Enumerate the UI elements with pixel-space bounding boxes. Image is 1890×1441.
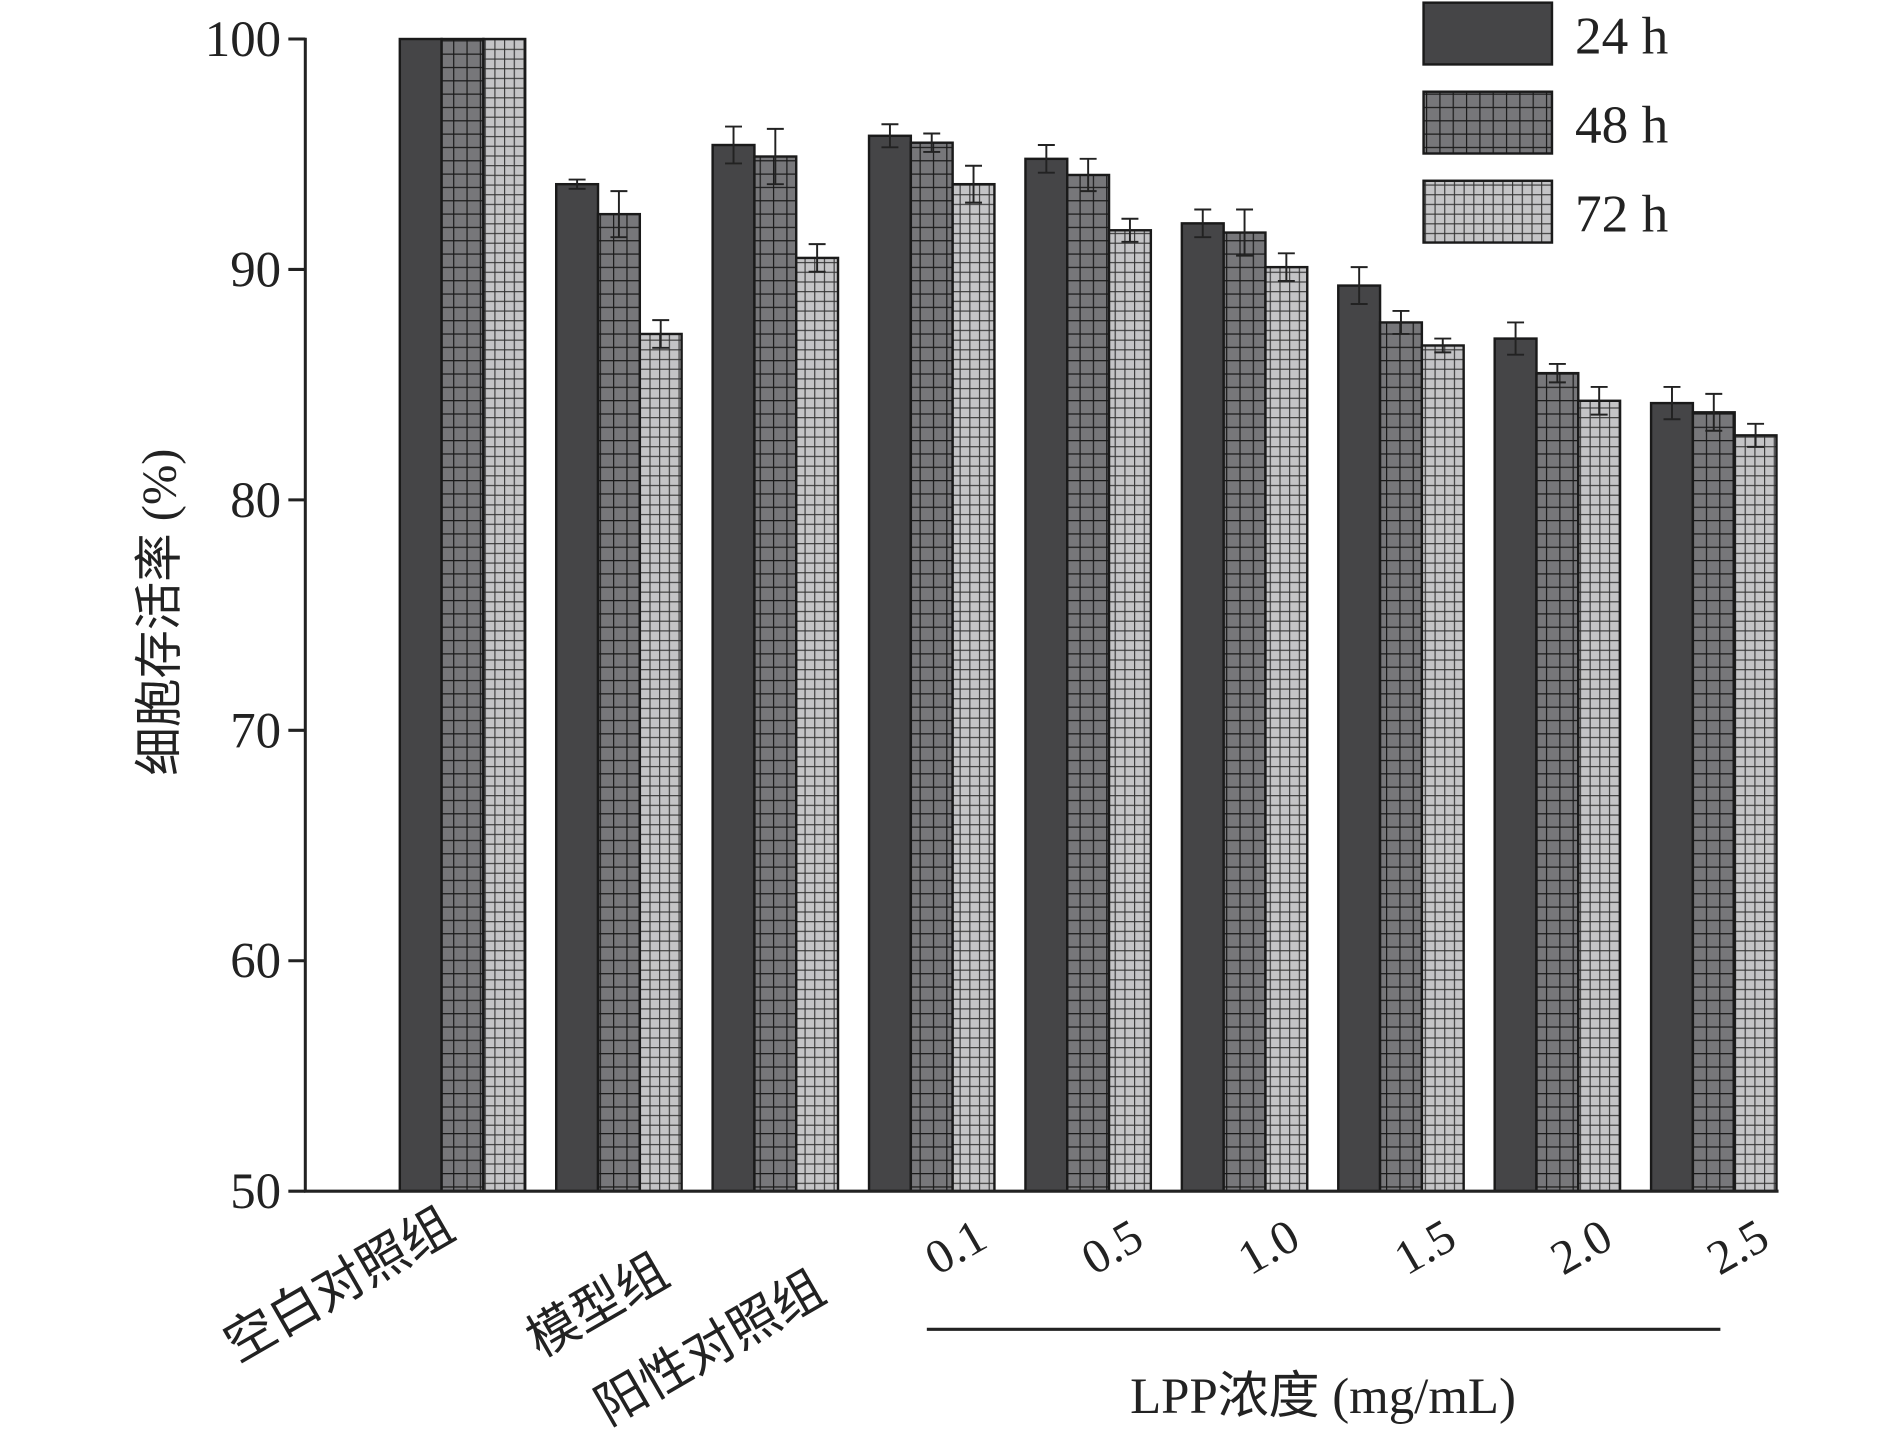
bar-24h-0 xyxy=(398,37,443,1193)
bar-72h-1 xyxy=(638,332,683,1193)
error-bar xyxy=(1548,362,1566,384)
error-bar xyxy=(1392,309,1410,335)
error-bar xyxy=(1507,321,1525,356)
bar-24h-3 xyxy=(867,134,913,1193)
y-tick-label: 90 xyxy=(230,242,281,298)
bar-48h-4 xyxy=(1066,173,1111,1193)
bar-48h-1 xyxy=(596,212,642,1193)
bar-72h-2 xyxy=(795,256,840,1193)
y-tick-label: 100 xyxy=(205,12,281,68)
bar-72h-3 xyxy=(951,182,996,1193)
bar-24h-7 xyxy=(1493,337,1538,1193)
bar-48h-0 xyxy=(440,37,485,1193)
x-tick-label: 1.0 xyxy=(1229,1209,1308,1285)
x-tick-label: 2.5 xyxy=(1698,1209,1777,1285)
bar-24h-5 xyxy=(1180,222,1225,1193)
error-bar xyxy=(652,319,670,349)
error-bar xyxy=(1277,252,1295,282)
bars-layer xyxy=(398,37,1778,1193)
y-axis-label: 细胞存活率 (%) xyxy=(134,449,187,776)
error-bar xyxy=(1705,392,1723,432)
bar-48h-3 xyxy=(909,141,954,1193)
legend-swatch-24h xyxy=(1422,1,1554,66)
error-bar xyxy=(1236,208,1254,257)
legend: 24 h 48 h 72 h xyxy=(1422,1,1668,244)
error-bar xyxy=(1121,217,1139,243)
error-bar xyxy=(923,132,941,153)
x-tick-label: 2.0 xyxy=(1542,1209,1621,1285)
error-bar xyxy=(725,125,743,165)
x-tick-label: 0.1 xyxy=(916,1209,995,1285)
axes-layer xyxy=(303,37,1779,1193)
bar-24h-4 xyxy=(1024,157,1069,1193)
error-bar xyxy=(1194,208,1212,239)
bar-24h-6 xyxy=(1337,284,1382,1193)
bar-48h-8 xyxy=(1691,411,1736,1193)
x-tick-label: 0.5 xyxy=(1073,1209,1152,1285)
y-tick-label: 60 xyxy=(230,934,281,990)
error-bar xyxy=(1747,422,1765,448)
bar-24h-2 xyxy=(711,143,756,1193)
error-bar xyxy=(1037,144,1055,174)
legend-label: 24 h xyxy=(1575,7,1668,66)
bar-72h-0 xyxy=(482,37,527,1193)
legend-label: 72 h xyxy=(1575,185,1668,244)
error-bar xyxy=(1434,337,1452,354)
bar-72h-5 xyxy=(1264,265,1309,1193)
y-tick-label: 70 xyxy=(230,703,281,759)
x-tick-label: 空白对照组 xyxy=(215,1198,463,1374)
error-bar xyxy=(881,123,899,149)
error-bar xyxy=(808,243,826,273)
y-tick-label: 80 xyxy=(230,473,281,529)
bar-48h-2 xyxy=(753,155,798,1193)
error-bar xyxy=(1350,266,1368,305)
error-bar xyxy=(965,164,983,204)
error-bar xyxy=(766,127,784,186)
y-ticks: 50 60 70 80 90 100 xyxy=(205,12,306,1220)
bar-72h-7 xyxy=(1577,399,1622,1193)
error-bar xyxy=(1663,385,1681,421)
bar-48h-7 xyxy=(1535,371,1580,1193)
x-axis-label: LPP浓度 (mg/mL) xyxy=(1130,1369,1516,1425)
bar-72h-4 xyxy=(1107,229,1153,1193)
bar-24h-8 xyxy=(1649,401,1695,1193)
bar-48h-5 xyxy=(1222,231,1267,1193)
bar-72h-8 xyxy=(1733,434,1778,1193)
error-bar xyxy=(1590,385,1608,416)
legend-swatch-48h xyxy=(1422,90,1554,155)
legend-swatch-72h xyxy=(1422,179,1554,244)
error-bar xyxy=(610,190,628,239)
y-tick-label: 50 xyxy=(230,1164,281,1220)
bar-72h-6 xyxy=(1420,344,1465,1193)
bar-48h-6 xyxy=(1378,321,1424,1193)
error-bar xyxy=(568,178,586,190)
bar-24h-1 xyxy=(555,182,600,1193)
x-tick-label: 1.5 xyxy=(1386,1209,1465,1285)
legend-label: 48 h xyxy=(1575,96,1668,155)
error-bar xyxy=(1079,157,1097,193)
